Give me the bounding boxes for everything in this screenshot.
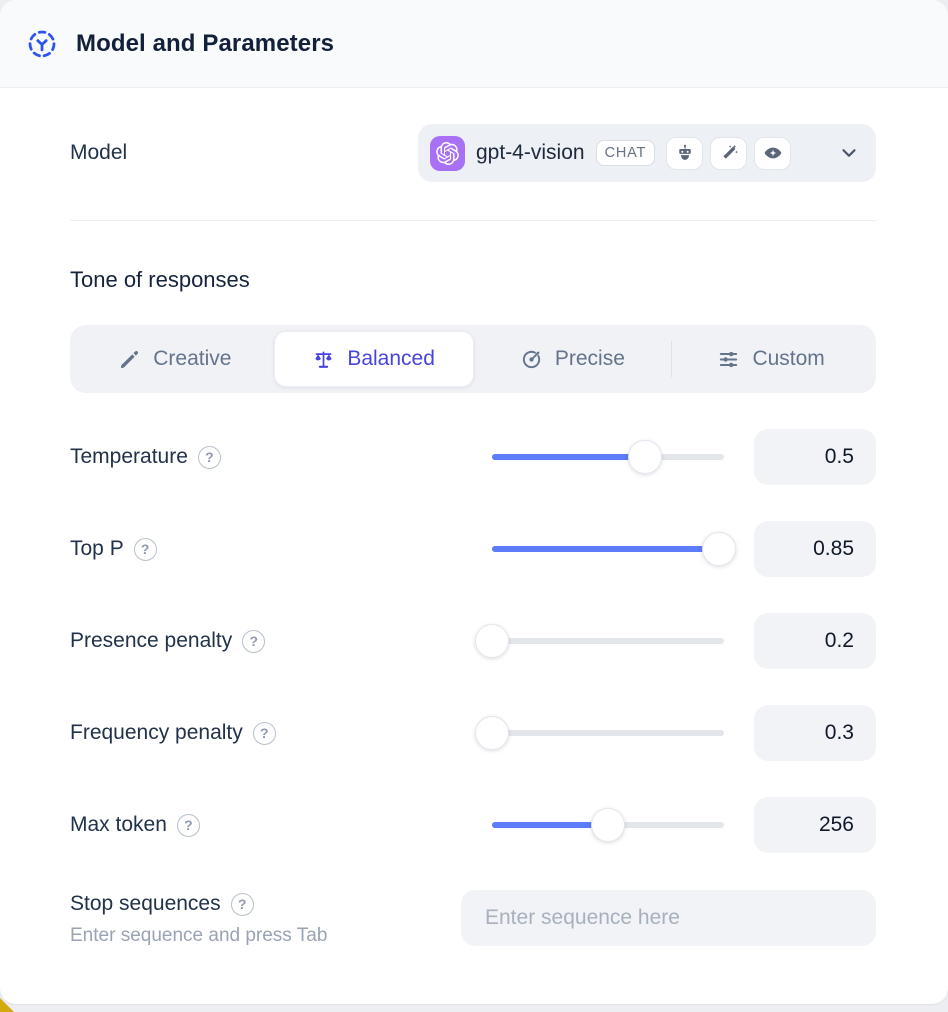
tone-heading: Tone of responses: [70, 267, 250, 292]
model-row: Model gpt-4-vision CHAT: [70, 124, 876, 182]
section-divider: [70, 220, 876, 221]
tone-option-balanced[interactable]: Balanced: [273, 331, 474, 387]
temperature-label: Temperature: [70, 445, 188, 468]
presence-penalty-label: Presence penalty: [70, 629, 233, 652]
temperature-value[interactable]: 0.5: [754, 429, 876, 485]
vision-eye-icon: [754, 136, 792, 170]
panel-header: Model and Parameters: [0, 0, 948, 88]
tone-option-precise[interactable]: Precise: [474, 331, 672, 387]
tone-option-creative[interactable]: Creative: [76, 331, 274, 387]
model-hub-icon: [28, 30, 56, 57]
slider-handle[interactable]: [702, 532, 737, 566]
tone-option-label: Creative: [153, 347, 232, 370]
robot-icon: [666, 136, 704, 170]
model-select-dropdown[interactable]: gpt-4-vision CHAT: [418, 124, 876, 182]
tone-option-label: Custom: [752, 347, 825, 370]
help-icon[interactable]: ?: [197, 445, 221, 469]
slider-handle[interactable]: [475, 624, 509, 658]
frequency-penalty-value[interactable]: 0.3: [754, 705, 876, 761]
help-icon[interactable]: ?: [176, 813, 200, 837]
temperature-row: Temperature ? 0.5: [70, 429, 876, 485]
max-token-slider[interactable]: [492, 808, 724, 842]
target-icon: [522, 350, 540, 368]
max-token-row: Max token ? 256: [70, 797, 876, 853]
top-p-value[interactable]: 0.85: [754, 521, 876, 577]
stop-sequences-hint: Enter sequence and press Tab: [70, 925, 328, 946]
presence-penalty-value[interactable]: 0.2: [754, 613, 876, 669]
help-icon[interactable]: ?: [230, 892, 254, 916]
chevron-down-icon[interactable]: [838, 142, 860, 164]
slider-handle[interactable]: [628, 440, 663, 474]
max-token-value[interactable]: 256: [754, 797, 876, 853]
presence-penalty-slider[interactable]: [475, 624, 724, 658]
frequency-penalty-slider[interactable]: [475, 716, 724, 750]
slider-handle[interactable]: [591, 808, 625, 842]
help-icon[interactable]: ?: [252, 721, 276, 745]
panel-title: Model and Parameters: [76, 29, 335, 57]
model-label: Model: [70, 141, 128, 164]
tone-option-label: Precise: [554, 347, 625, 370]
tone-segmented-control: Creative Balanced Pre: [70, 325, 876, 393]
temperature-slider[interactable]: [492, 440, 724, 474]
top-p-label: Top P: [70, 537, 124, 560]
paintbrush-icon: [121, 350, 139, 368]
slider-handle[interactable]: [475, 716, 509, 750]
help-icon[interactable]: ?: [133, 537, 157, 561]
help-icon[interactable]: ?: [242, 629, 266, 653]
top-p-row: Top P ? 0.85: [70, 521, 876, 577]
selected-model-name: gpt-4-vision: [476, 141, 585, 164]
tone-option-custom[interactable]: Custom: [672, 331, 870, 387]
frequency-penalty-row: Frequency penalty ? 0.3: [70, 705, 876, 761]
stop-sequences-label: Stop sequences: [70, 892, 221, 915]
openai-logo: [430, 135, 465, 171]
sliders-icon: [720, 351, 738, 367]
segment-divider: [671, 341, 673, 377]
tone-option-label: Balanced: [347, 347, 435, 370]
top-p-slider[interactable]: [492, 532, 737, 566]
presence-penalty-row: Presence penalty ? 0.2: [70, 613, 876, 669]
magic-wand-icon: [710, 136, 748, 170]
chat-type-badge: CHAT: [595, 139, 656, 167]
frequency-penalty-label: Frequency penalty: [70, 721, 243, 744]
scales-icon: [315, 351, 332, 368]
stop-sequence-input[interactable]: [461, 890, 876, 946]
stop-sequences-row: Stop sequences ? Enter sequence and pres…: [70, 890, 876, 947]
max-token-label: Max token: [70, 813, 167, 836]
